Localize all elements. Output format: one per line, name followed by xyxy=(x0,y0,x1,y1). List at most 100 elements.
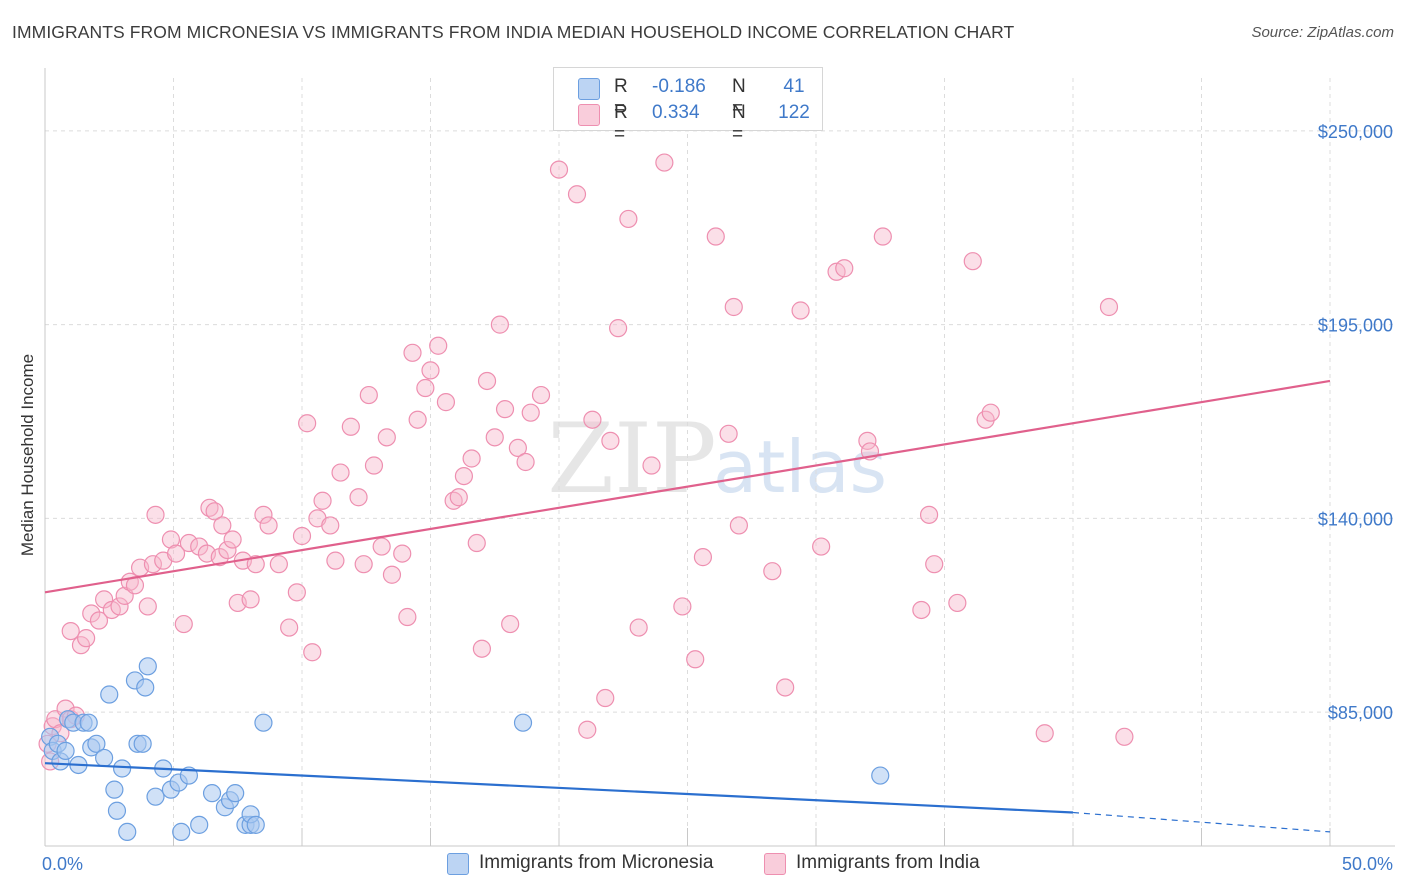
india-point xyxy=(408,410,427,429)
india-point xyxy=(719,424,738,443)
micronesia-point xyxy=(87,734,106,753)
india-point xyxy=(516,452,535,472)
india-point xyxy=(416,378,435,398)
india-point xyxy=(213,516,232,535)
india-point xyxy=(223,530,242,549)
y-tick-label: $140,000 xyxy=(1318,509,1393,529)
india-point xyxy=(403,343,422,362)
correlation-legend: R = -0.186 N = 41 R = 0.334 N = 122 xyxy=(553,67,823,145)
legend-n-value: 41 xyxy=(783,76,805,97)
micronesia-point xyxy=(513,713,533,732)
x-tick-label: 0.0% xyxy=(42,854,83,874)
micronesia-point xyxy=(112,759,132,778)
india-point xyxy=(269,555,288,574)
india-point xyxy=(812,537,831,556)
india-point xyxy=(436,393,456,412)
india-point xyxy=(501,614,520,634)
legend-n-label: N = xyxy=(732,102,746,145)
india-point xyxy=(205,502,224,521)
gridlines xyxy=(45,78,1395,846)
india-point xyxy=(578,720,597,739)
india-point xyxy=(372,537,391,556)
india-point xyxy=(508,438,527,458)
india-point xyxy=(835,259,854,278)
trend-lines xyxy=(44,379,1331,833)
chart-title: IMMIGRANTS FROM MICRONESIA VS IMMIGRANTS… xyxy=(12,22,1015,42)
india-point xyxy=(292,526,312,546)
micronesia-trend-extension xyxy=(1072,811,1331,833)
india-point xyxy=(218,540,237,560)
india-point xyxy=(472,639,491,658)
source-label: Source: ZipAtlas.com xyxy=(1251,24,1394,41)
india-point xyxy=(326,551,345,570)
india-point xyxy=(531,385,551,405)
india-point xyxy=(912,600,931,620)
india-point xyxy=(143,555,163,574)
india-point xyxy=(190,537,209,556)
india-point xyxy=(341,417,360,436)
india-point xyxy=(495,400,515,419)
india-point xyxy=(82,604,101,623)
axis-labels: $85,000 $140,000 $195,000 $250,000 0.0% 50.0%… xyxy=(18,122,1393,874)
micronesia-point xyxy=(79,713,98,732)
india-point xyxy=(1035,724,1054,743)
micronesia-point xyxy=(254,713,273,732)
india-point xyxy=(1099,297,1119,317)
india-point xyxy=(254,505,273,524)
india-point xyxy=(393,544,412,563)
india-point xyxy=(454,466,474,486)
india-point xyxy=(444,491,463,510)
india-point xyxy=(477,371,497,391)
india-point xyxy=(706,227,725,246)
india-trend-line xyxy=(44,379,1331,594)
micronesia-point xyxy=(226,784,245,803)
india-point xyxy=(763,562,782,581)
india-point xyxy=(629,618,648,637)
india-point xyxy=(596,688,615,708)
axes xyxy=(44,68,1395,847)
india-point xyxy=(693,548,713,567)
micronesia-points xyxy=(41,657,890,842)
india-point xyxy=(567,185,587,204)
micronesia-point xyxy=(138,657,157,676)
india-point xyxy=(246,555,265,574)
legend-r-value: -0.186 xyxy=(652,76,706,97)
india-point xyxy=(200,498,219,517)
y-axis-title: Median Household Income xyxy=(18,354,37,556)
india-point xyxy=(601,431,620,450)
micronesia-point xyxy=(56,741,75,760)
micronesia-point xyxy=(136,678,155,697)
india-point xyxy=(398,607,417,627)
india-point xyxy=(655,153,674,172)
india-point xyxy=(359,385,378,405)
india-point xyxy=(467,533,486,553)
india-point xyxy=(858,431,877,450)
bottom-legend-label: Immigrants from Micronesia xyxy=(479,852,714,873)
bottom-legend-label: Immigrants from India xyxy=(796,852,980,873)
india-point xyxy=(61,622,80,641)
micronesia-point xyxy=(133,734,152,753)
india-swatch xyxy=(578,104,600,126)
india-point xyxy=(364,456,384,475)
micronesia-swatch xyxy=(447,853,469,875)
india-point xyxy=(619,209,638,229)
x-tick-label: 50.0% xyxy=(1342,854,1393,874)
india-point xyxy=(490,315,509,334)
india-point xyxy=(179,533,199,553)
india-point xyxy=(377,428,396,447)
micronesia-point xyxy=(107,801,127,820)
micronesia-point xyxy=(100,685,119,704)
india-point xyxy=(138,597,157,616)
india-point xyxy=(174,614,193,634)
india-point xyxy=(724,297,743,317)
india-point xyxy=(287,583,306,602)
india-point xyxy=(485,428,504,447)
india-point xyxy=(89,611,109,630)
india-point xyxy=(686,650,705,669)
legend-r-value: 0.334 xyxy=(652,102,700,123)
india-point xyxy=(981,403,1000,422)
y-tick-label: $250,000 xyxy=(1318,122,1393,142)
india-point xyxy=(462,449,481,468)
y-tick-label: $85,000 xyxy=(1328,703,1393,723)
